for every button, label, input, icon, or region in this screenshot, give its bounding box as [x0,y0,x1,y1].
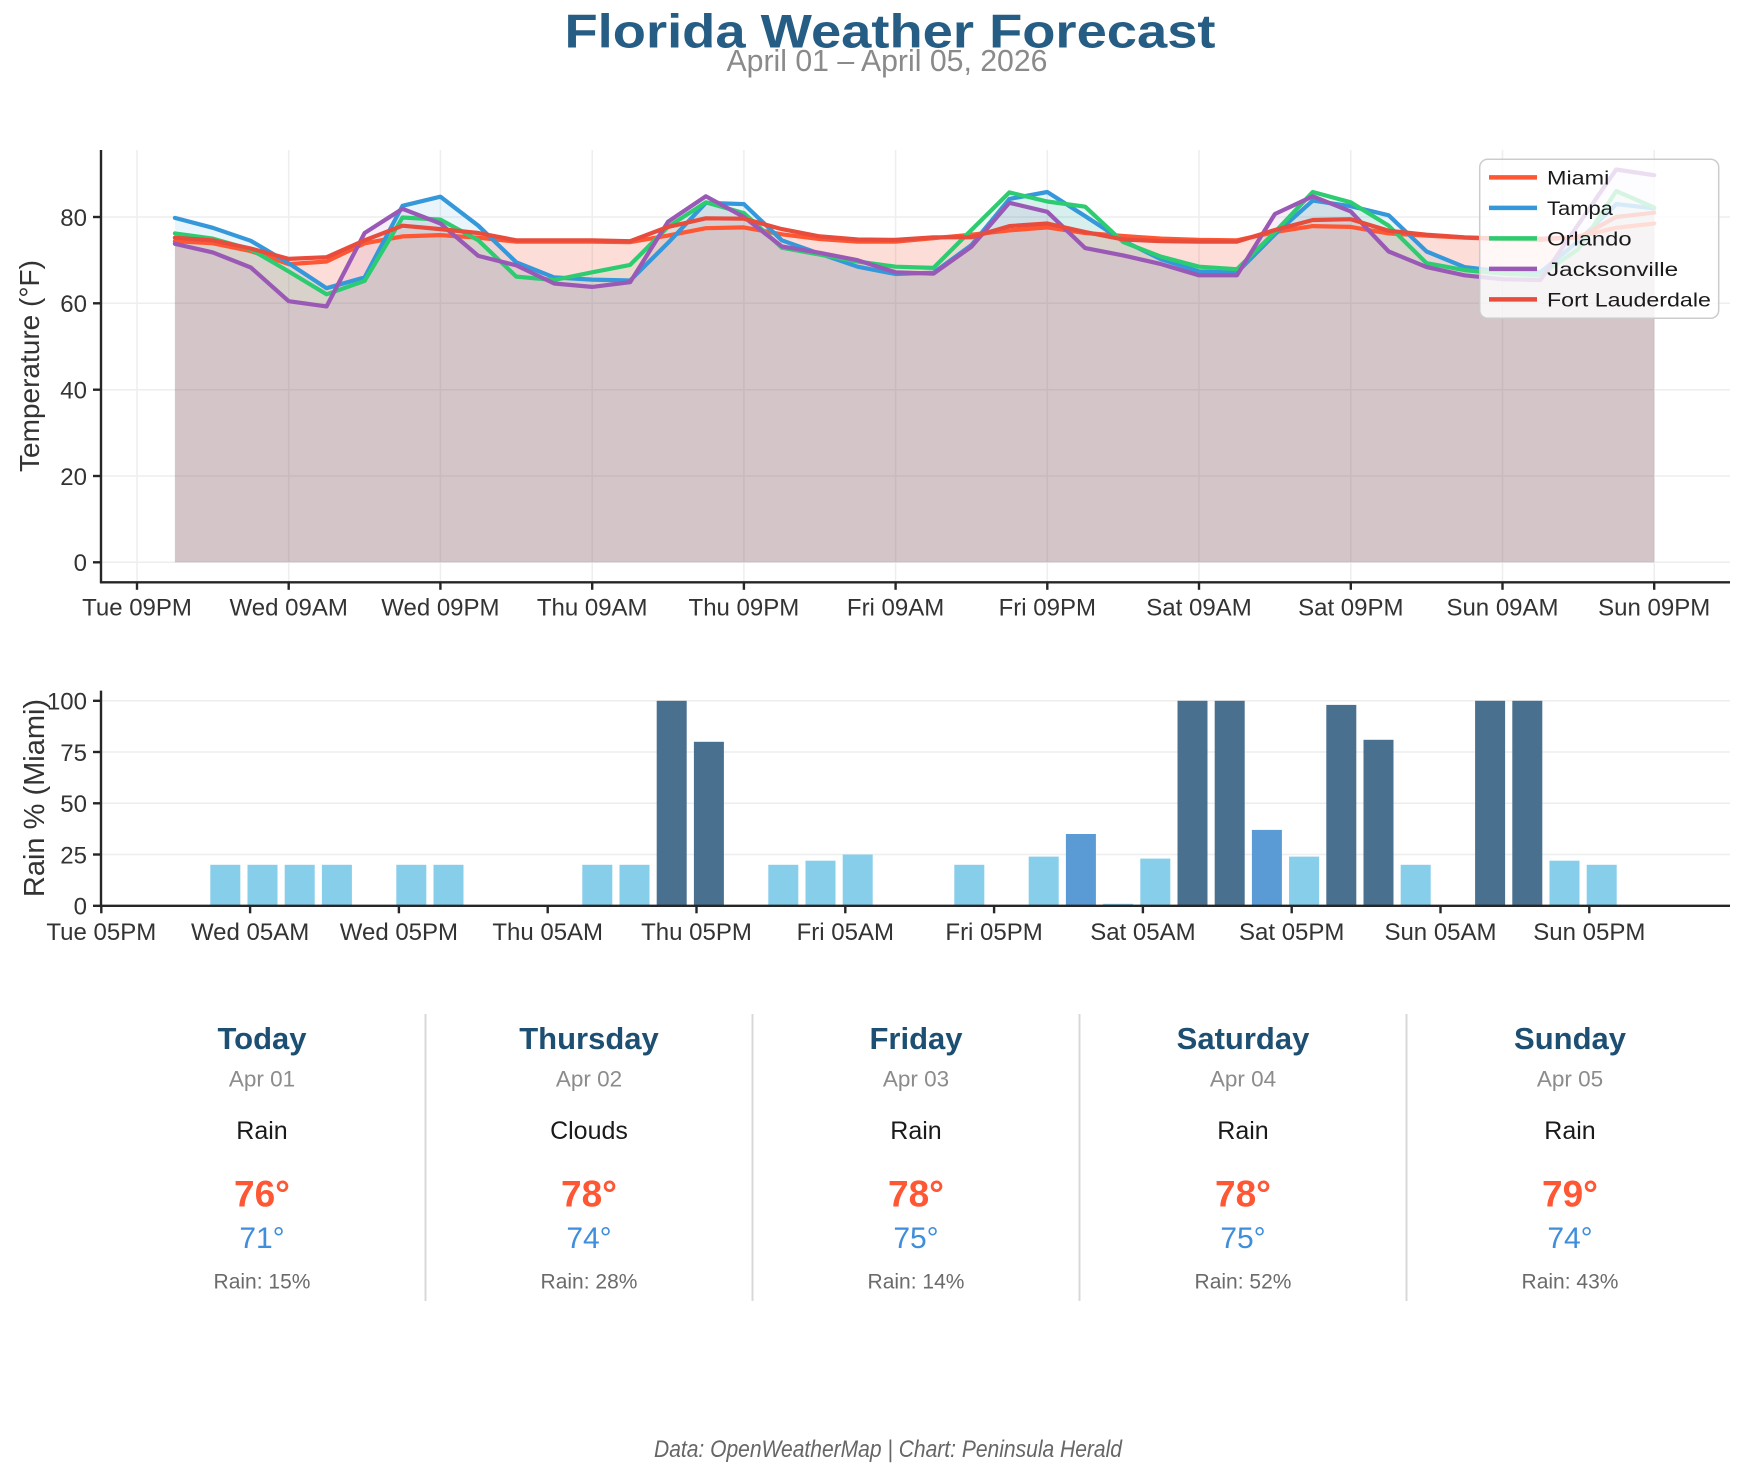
svg-text:Rain: Rain [1544,1117,1595,1145]
svg-text:Temperature (°F): Temperature (°F) [14,260,45,472]
svg-text:75°: 75° [1220,1222,1265,1255]
svg-text:Sun 05PM: Sun 05PM [1533,919,1645,946]
svg-text:Miami: Miami [1547,168,1609,190]
svg-text:Wed 09AM: Wed 09AM [230,595,348,622]
svg-text:Rain % (Miami): Rain % (Miami) [19,699,51,897]
svg-text:Tue 09PM: Tue 09PM [82,595,192,622]
svg-text:Fri 05PM: Fri 05PM [945,919,1042,946]
svg-text:0: 0 [74,894,87,921]
svg-text:76°: 76° [234,1174,290,1215]
svg-text:50: 50 [60,791,87,818]
svg-text:Rain: 28%: Rain: 28% [541,1271,638,1294]
svg-text:Clouds: Clouds [550,1117,628,1145]
svg-text:Thursday: Thursday [519,1021,659,1056]
svg-text:78°: 78° [1215,1174,1271,1215]
svg-text:Rain: 15%: Rain: 15% [214,1271,311,1294]
svg-text:Sat 09PM: Sat 09PM [1298,595,1403,622]
svg-text:78°: 78° [888,1174,944,1215]
svg-text:60: 60 [60,291,87,318]
svg-text:Apr 04: Apr 04 [1210,1067,1276,1092]
svg-text:Tampa: Tampa [1547,198,1613,220]
svg-text:Thu 05PM: Thu 05PM [641,919,752,946]
svg-text:Today: Today [218,1021,308,1056]
svg-text:Rain: Rain [236,1117,287,1145]
svg-text:Rain: 52%: Rain: 52% [1195,1271,1292,1294]
svg-text:25: 25 [60,842,87,869]
svg-text:Sat 09AM: Sat 09AM [1146,595,1251,622]
svg-text:Friday: Friday [869,1021,963,1056]
svg-text:79°: 79° [1542,1174,1598,1215]
svg-text:Rain: 14%: Rain: 14% [868,1271,965,1294]
svg-text:April 01 – April 05, 2026: April 01 – April 05, 2026 [727,43,1048,78]
svg-text:Wed 05AM: Wed 05AM [191,919,309,946]
svg-text:Rain: 43%: Rain: 43% [1522,1271,1619,1294]
svg-text:40: 40 [60,378,87,405]
svg-text:Orlando: Orlando [1547,229,1632,251]
svg-text:Apr 01: Apr 01 [229,1067,295,1092]
svg-text:Sunday: Sunday [1514,1021,1627,1056]
svg-text:75°: 75° [893,1222,938,1255]
svg-text:Thu 09PM: Thu 09PM [689,595,800,622]
svg-text:71°: 71° [239,1222,284,1255]
svg-text:Tue 05PM: Tue 05PM [46,919,156,946]
svg-text:Fort Lauderdale: Fort Lauderdale [1547,290,1711,312]
svg-text:74°: 74° [1547,1222,1592,1255]
svg-text:Apr 02: Apr 02 [556,1067,622,1092]
svg-text:Apr 03: Apr 03 [883,1067,949,1092]
svg-text:Thu 09AM: Thu 09AM [537,595,648,622]
svg-text:Apr 05: Apr 05 [1537,1067,1603,1092]
svg-text:74°: 74° [566,1222,611,1255]
svg-text:Jacksonville: Jacksonville [1547,259,1678,281]
svg-text:Data: OpenWeatherMap | Chart:: Data: OpenWeatherMap | Chart: Peninsula … [654,1436,1123,1463]
svg-text:78°: 78° [561,1174,617,1215]
svg-text:80: 80 [60,205,87,232]
svg-text:Wed 05PM: Wed 05PM [340,919,458,946]
svg-text:75: 75 [60,740,87,767]
svg-text:0: 0 [74,550,87,577]
svg-text:Sat 05AM: Sat 05AM [1090,919,1195,946]
svg-text:Rain: Rain [890,1117,941,1145]
svg-text:Sun 05AM: Sun 05AM [1384,919,1496,946]
svg-text:Sun 09PM: Sun 09PM [1598,595,1710,622]
svg-text:Fri 09PM: Fri 09PM [999,595,1096,622]
svg-text:Saturday: Saturday [1177,1021,1310,1056]
svg-text:Fri 05AM: Fri 05AM [797,919,894,946]
svg-text:Sun 09AM: Sun 09AM [1446,595,1558,622]
svg-text:Rain: Rain [1217,1117,1268,1145]
svg-text:Thu 05AM: Thu 05AM [492,919,603,946]
svg-text:100: 100 [47,689,87,716]
svg-text:Wed 09PM: Wed 09PM [381,595,499,622]
svg-text:Florida Weather Forecast: Florida Weather Forecast [565,5,1216,58]
svg-text:Fri 09AM: Fri 09AM [847,595,944,622]
svg-text:Sat 05PM: Sat 05PM [1239,919,1344,946]
svg-text:20: 20 [60,464,87,491]
